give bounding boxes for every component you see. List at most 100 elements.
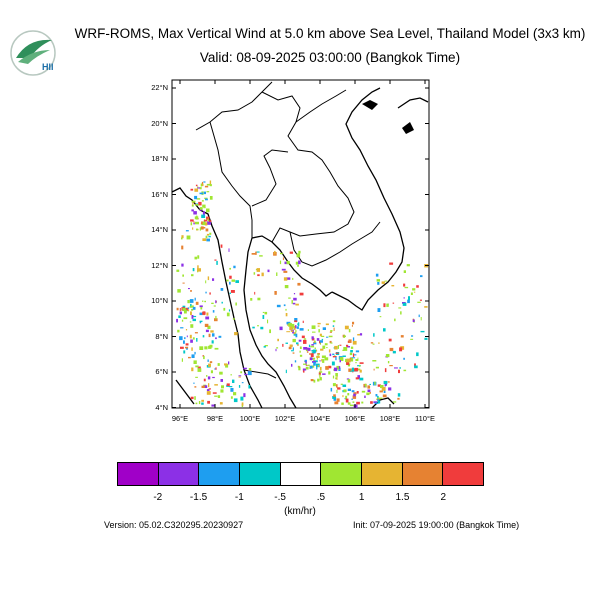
wind-speckle	[342, 355, 346, 357]
wind-speckle	[295, 303, 299, 306]
colorbar-label: 1	[358, 492, 365, 503]
wind-speckle	[197, 368, 202, 372]
wind-speckle	[379, 390, 383, 393]
wind-speckle	[243, 393, 246, 398]
wind-speckle	[197, 255, 200, 259]
wind-speckle	[298, 366, 301, 371]
wind-speckle	[333, 327, 335, 331]
lat-label: 20°N	[151, 118, 168, 128]
wind-speckle	[214, 368, 216, 370]
wind-speckle	[232, 318, 235, 320]
wind-speckle	[346, 361, 350, 365]
wind-speckle	[207, 221, 211, 225]
wind-speckle	[203, 214, 205, 217]
wind-speckle	[276, 304, 281, 308]
lat-label: 18°N	[151, 154, 168, 163]
wind-speckle	[208, 220, 212, 222]
wind-speckle	[389, 365, 393, 367]
wind-speckle	[394, 318, 396, 322]
wind-speckle	[196, 338, 198, 342]
wind-speckle	[372, 360, 377, 362]
wind-speckle	[214, 318, 218, 322]
wind-speckle	[187, 307, 190, 309]
wind-speckle	[294, 318, 298, 322]
wind-speckle	[292, 302, 296, 305]
wind-speckle	[259, 255, 263, 257]
lat-label: 10°N	[151, 296, 168, 305]
wind-speckle	[187, 309, 190, 312]
wind-speckle	[350, 350, 353, 353]
colorbar-cell	[158, 463, 200, 485]
wind-speckle	[191, 308, 194, 311]
lon-label: 96°E	[171, 414, 189, 423]
wind-speckle	[205, 316, 210, 320]
wind-speckle	[207, 218, 210, 222]
wind-speckle	[332, 383, 336, 387]
wind-speckle	[419, 299, 422, 301]
wind-speckle	[202, 311, 206, 315]
wind-speckle	[288, 297, 291, 299]
wind-speckle	[383, 390, 386, 393]
wind-speckle	[205, 291, 207, 294]
wind-speckle	[256, 251, 260, 253]
wind-speckle	[321, 359, 323, 362]
wind-speckle	[182, 274, 184, 277]
wind-speckle	[208, 235, 211, 238]
wind-speckle	[412, 288, 416, 291]
wind-speckle	[262, 315, 265, 319]
wind-speckle	[199, 187, 202, 190]
wind-speckle	[183, 340, 185, 344]
wind-speckle	[332, 325, 335, 327]
wind-speckle	[355, 359, 359, 361]
colorbar-label: .5	[316, 492, 326, 503]
wind-speckle	[186, 235, 191, 240]
wind-speckle	[190, 339, 193, 343]
wind-speckle	[332, 353, 335, 356]
wind-speckle	[205, 235, 208, 239]
wind-speckle	[351, 398, 353, 400]
wind-speckle	[347, 388, 351, 391]
wind-speckle	[212, 278, 215, 281]
wind-speckle	[359, 333, 363, 336]
wind-speckle	[206, 238, 210, 242]
wind-speckle	[229, 292, 231, 294]
colorbar-cell	[402, 463, 444, 485]
wind-speckle	[283, 277, 288, 281]
wind-speckle	[400, 335, 404, 338]
wind-speckle	[306, 351, 309, 353]
wind-speckle	[290, 330, 294, 332]
wind-speckle	[190, 188, 194, 191]
wind-speckle	[375, 394, 378, 397]
wind-speckle	[275, 348, 277, 352]
lat-label: 4°N	[155, 402, 168, 412]
wind-speckle	[312, 357, 316, 360]
wind-speckle	[191, 347, 193, 351]
wind-speckle	[336, 389, 338, 393]
wind-speckle	[377, 399, 379, 401]
wind-speckle	[295, 325, 297, 329]
wind-speckle	[233, 398, 238, 403]
wind-speckle	[217, 363, 220, 366]
wind-speckle	[191, 209, 194, 212]
wind-speckle	[420, 317, 422, 321]
wind-speckle	[403, 357, 405, 360]
wind-speckle	[206, 312, 209, 316]
wind-speckle	[352, 321, 355, 325]
wind-speckle	[254, 291, 256, 295]
wind-speckle	[199, 192, 203, 195]
wind-speckle	[210, 330, 214, 333]
wind-speckle	[286, 260, 290, 265]
wind-speckle	[204, 219, 206, 221]
wind-speckle	[330, 387, 333, 392]
wind-speckle	[333, 367, 338, 372]
wind-speckle	[345, 358, 348, 363]
wind-speckle	[221, 301, 223, 304]
wind-speckle	[244, 373, 248, 376]
wind-speckle	[196, 198, 201, 200]
wind-speckle	[293, 297, 297, 301]
wind-speckle	[299, 346, 302, 349]
wind-speckle	[359, 364, 361, 367]
wind-speckle	[318, 329, 320, 333]
wind-speckle	[212, 310, 215, 313]
wind-speckle	[370, 342, 374, 344]
